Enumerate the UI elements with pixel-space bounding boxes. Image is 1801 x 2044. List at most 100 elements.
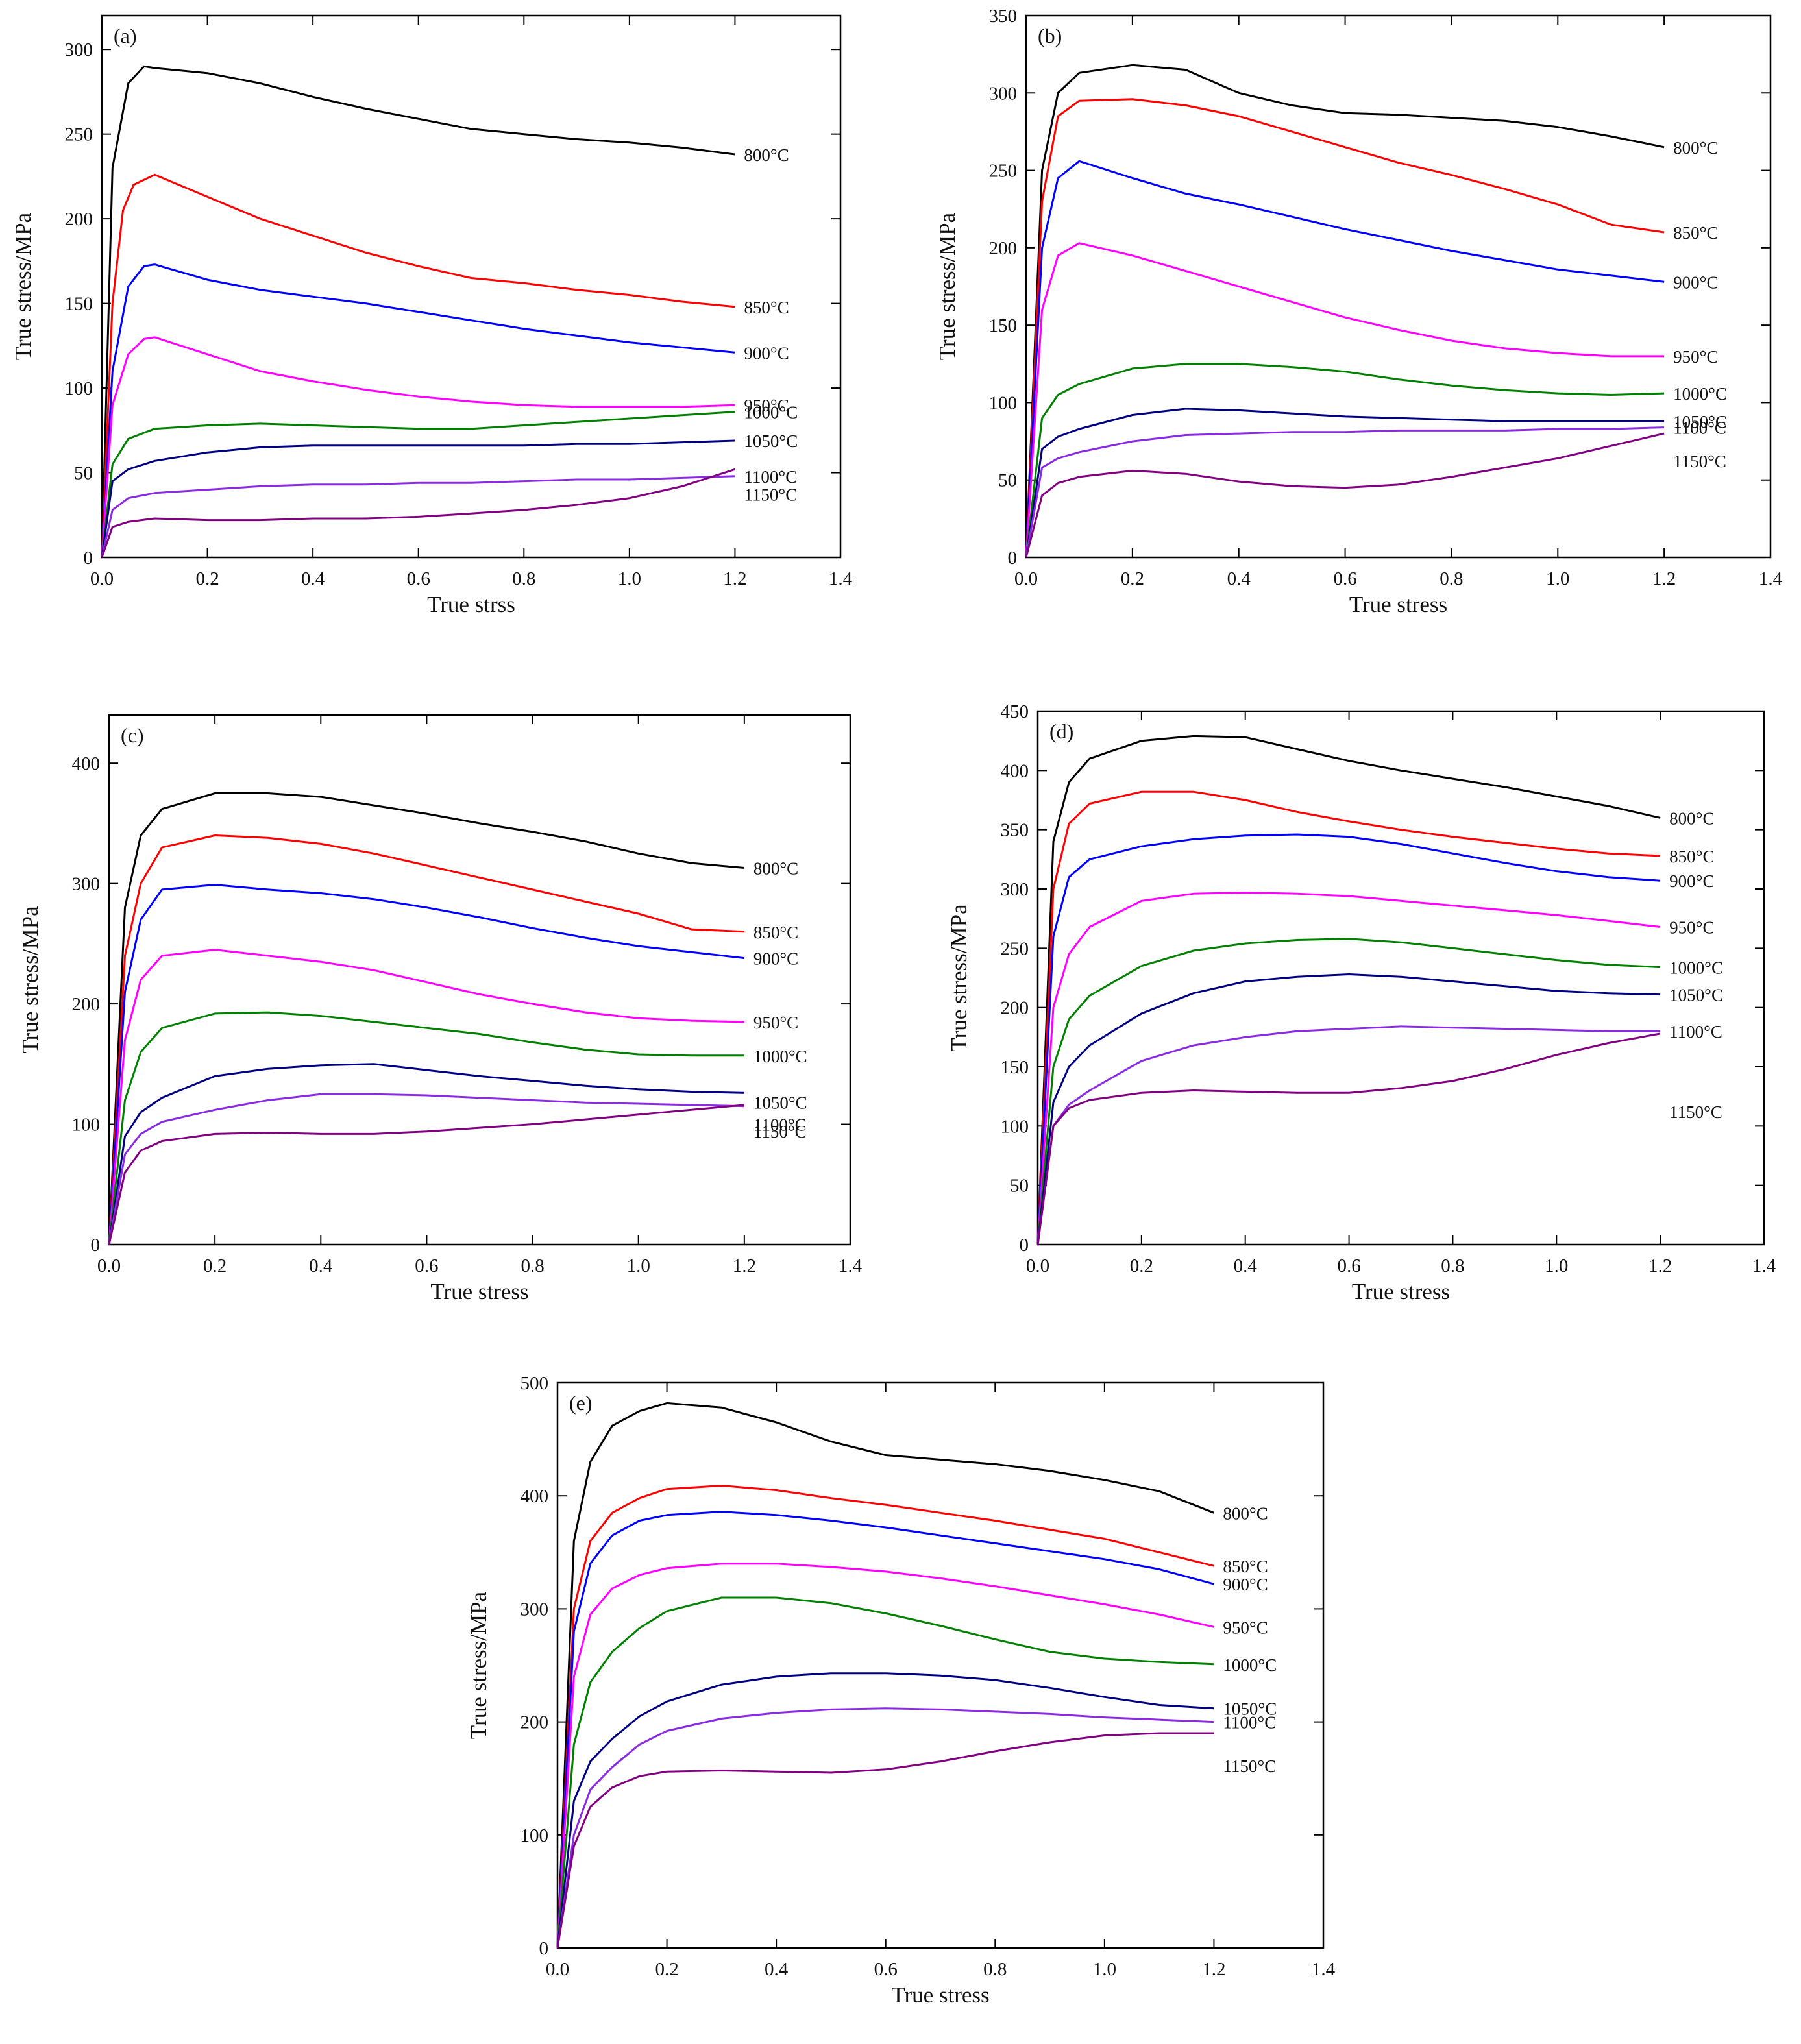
- series-line: [108, 1011, 744, 1245]
- x-tick-label: 0.2: [1121, 568, 1144, 589]
- y-tick-label: 0: [539, 1938, 549, 1959]
- series-line: [1036, 892, 1661, 1245]
- x-tick-label: 1.4: [1752, 1256, 1776, 1276]
- series-label: 950°C: [753, 1013, 798, 1032]
- series-label: 1100°C: [753, 1115, 807, 1135]
- series-line: [1025, 160, 1665, 558]
- series-line: [101, 336, 735, 558]
- y-tick-label: 300: [989, 83, 1018, 104]
- x-tick-label: 0.6: [1337, 1256, 1360, 1276]
- x-tick-label: 0.0: [90, 568, 114, 589]
- x-axis-title: True stress: [1352, 1279, 1450, 1304]
- y-tick-label: 100: [521, 1825, 549, 1846]
- series-line: [101, 65, 735, 558]
- y-tick-label: 300: [65, 40, 93, 60]
- series-label: 1000°C: [744, 403, 798, 422]
- y-axis-title: True stress/MPa: [18, 906, 43, 1054]
- x-tick-label: 0.8: [521, 1256, 544, 1276]
- series-line: [101, 411, 735, 558]
- chart-panel: 0.0 0.2 0.4 0.6 0.8 1.0 1.2 1.4 0 50 100 150 200 250 3…: [10, 14, 853, 617]
- x-tick-label: 0.8: [512, 568, 535, 589]
- y-tick-label: 250: [989, 161, 1018, 182]
- panel-label: (c): [121, 724, 144, 747]
- series-line: [108, 1093, 744, 1245]
- series-label: 1100°C: [744, 467, 797, 487]
- series-line: [108, 884, 745, 1245]
- plot-frame: [1036, 710, 1765, 1246]
- series-label: 900°C: [753, 949, 798, 969]
- series-label: 850°C: [1673, 223, 1718, 243]
- series-label: 1050°C: [1223, 1699, 1277, 1719]
- series-label: 1000°C: [753, 1047, 807, 1066]
- series-label: 1050°C: [1669, 986, 1723, 1005]
- y-tick-label: 400: [1001, 760, 1029, 781]
- x-tick-label: 0.0: [1026, 1256, 1049, 1276]
- x-tick-label: 0.2: [195, 568, 219, 589]
- x-tick-label: 1.2: [723, 568, 746, 589]
- series-label: 800°C: [1669, 809, 1714, 828]
- y-tick-label: 450: [1001, 701, 1029, 722]
- y-tick-label: 250: [1001, 938, 1029, 959]
- series-label: 900°C: [1669, 871, 1714, 891]
- y-axis-title: True stress/MPa: [466, 1591, 491, 1739]
- y-tick-label: 100: [65, 378, 93, 399]
- x-tick-label: 0.6: [874, 1959, 898, 1980]
- series-label: 900°C: [744, 343, 789, 363]
- chart-panel: 0.0 0.2 0.4 0.6 0.8 1.0 1.2 1.4 0 100 200 300 400 500…: [466, 1373, 1336, 2008]
- series-line: [556, 1596, 1214, 1949]
- x-tick-label: 0.2: [655, 1959, 678, 1980]
- series-label: 1050°C: [753, 1093, 807, 1112]
- x-tick-label: 1.4: [839, 1256, 863, 1276]
- x-tick-label: 0.2: [203, 1256, 227, 1276]
- series-line: [1036, 938, 1661, 1245]
- y-tick-label: 300: [521, 1599, 549, 1620]
- x-tick-label: 0.4: [309, 1256, 333, 1276]
- series-line: [1036, 973, 1661, 1245]
- y-tick-label: 0: [1008, 548, 1018, 568]
- x-tick-label: 1.0: [627, 1256, 650, 1276]
- series-label: 850°C: [744, 298, 789, 317]
- series-line: [1036, 1032, 1661, 1245]
- x-tick-label: 0.6: [407, 568, 430, 589]
- panel-label: (b): [1038, 24, 1062, 47]
- y-tick-label: 50: [1010, 1176, 1029, 1197]
- y-tick-label: 400: [72, 753, 101, 774]
- series-label: 1150°C: [1223, 1757, 1276, 1776]
- y-tick-label: 350: [989, 6, 1018, 27]
- x-axis-title: True strss: [427, 592, 515, 617]
- series-line: [1025, 98, 1665, 558]
- y-tick-label: 200: [72, 994, 101, 1015]
- y-axis-title: True stress/MPa: [946, 904, 972, 1052]
- plot-frame: [1025, 14, 1772, 559]
- x-tick-label: 1.0: [1093, 1959, 1116, 1980]
- x-axis-title: True stress: [891, 1982, 989, 2008]
- plot-frame: [108, 714, 851, 1246]
- series-label: 1100°C: [1669, 1022, 1722, 1041]
- series-line: [1036, 1025, 1661, 1245]
- x-tick-label: 0.0: [97, 1256, 121, 1276]
- series-label: 800°C: [1223, 1503, 1268, 1523]
- series-label: 1050°C: [1673, 412, 1727, 432]
- y-tick-label: 0: [84, 548, 93, 568]
- panel-label: (e): [569, 1391, 593, 1415]
- series-line: [556, 1732, 1214, 1949]
- y-tick-label: 200: [65, 209, 93, 230]
- series-label: 1100°C: [1223, 1713, 1276, 1733]
- series-label: 950°C: [1673, 347, 1718, 367]
- chart-panel: 0.0 0.2 0.4 0.6 0.8 1.0 1.2 1.4 0 50 100 150 200 250 3…: [935, 6, 1783, 617]
- series-line: [101, 173, 735, 558]
- series-line: [556, 1672, 1214, 1949]
- x-tick-label: 0.0: [546, 1959, 569, 1980]
- series-label: 850°C: [1669, 847, 1714, 866]
- series-line: [1025, 432, 1665, 558]
- series-line: [101, 439, 735, 558]
- y-axis-title: True stress/MPa: [10, 212, 36, 360]
- series-line: [556, 1485, 1214, 1949]
- x-tick-label: 0.8: [1441, 1256, 1464, 1276]
- series-line: [1025, 408, 1665, 558]
- series-label: 850°C: [753, 923, 798, 942]
- y-tick-label: 200: [1001, 998, 1029, 1019]
- series-line: [1036, 790, 1661, 1245]
- series-label: 1150°C: [1669, 1102, 1722, 1122]
